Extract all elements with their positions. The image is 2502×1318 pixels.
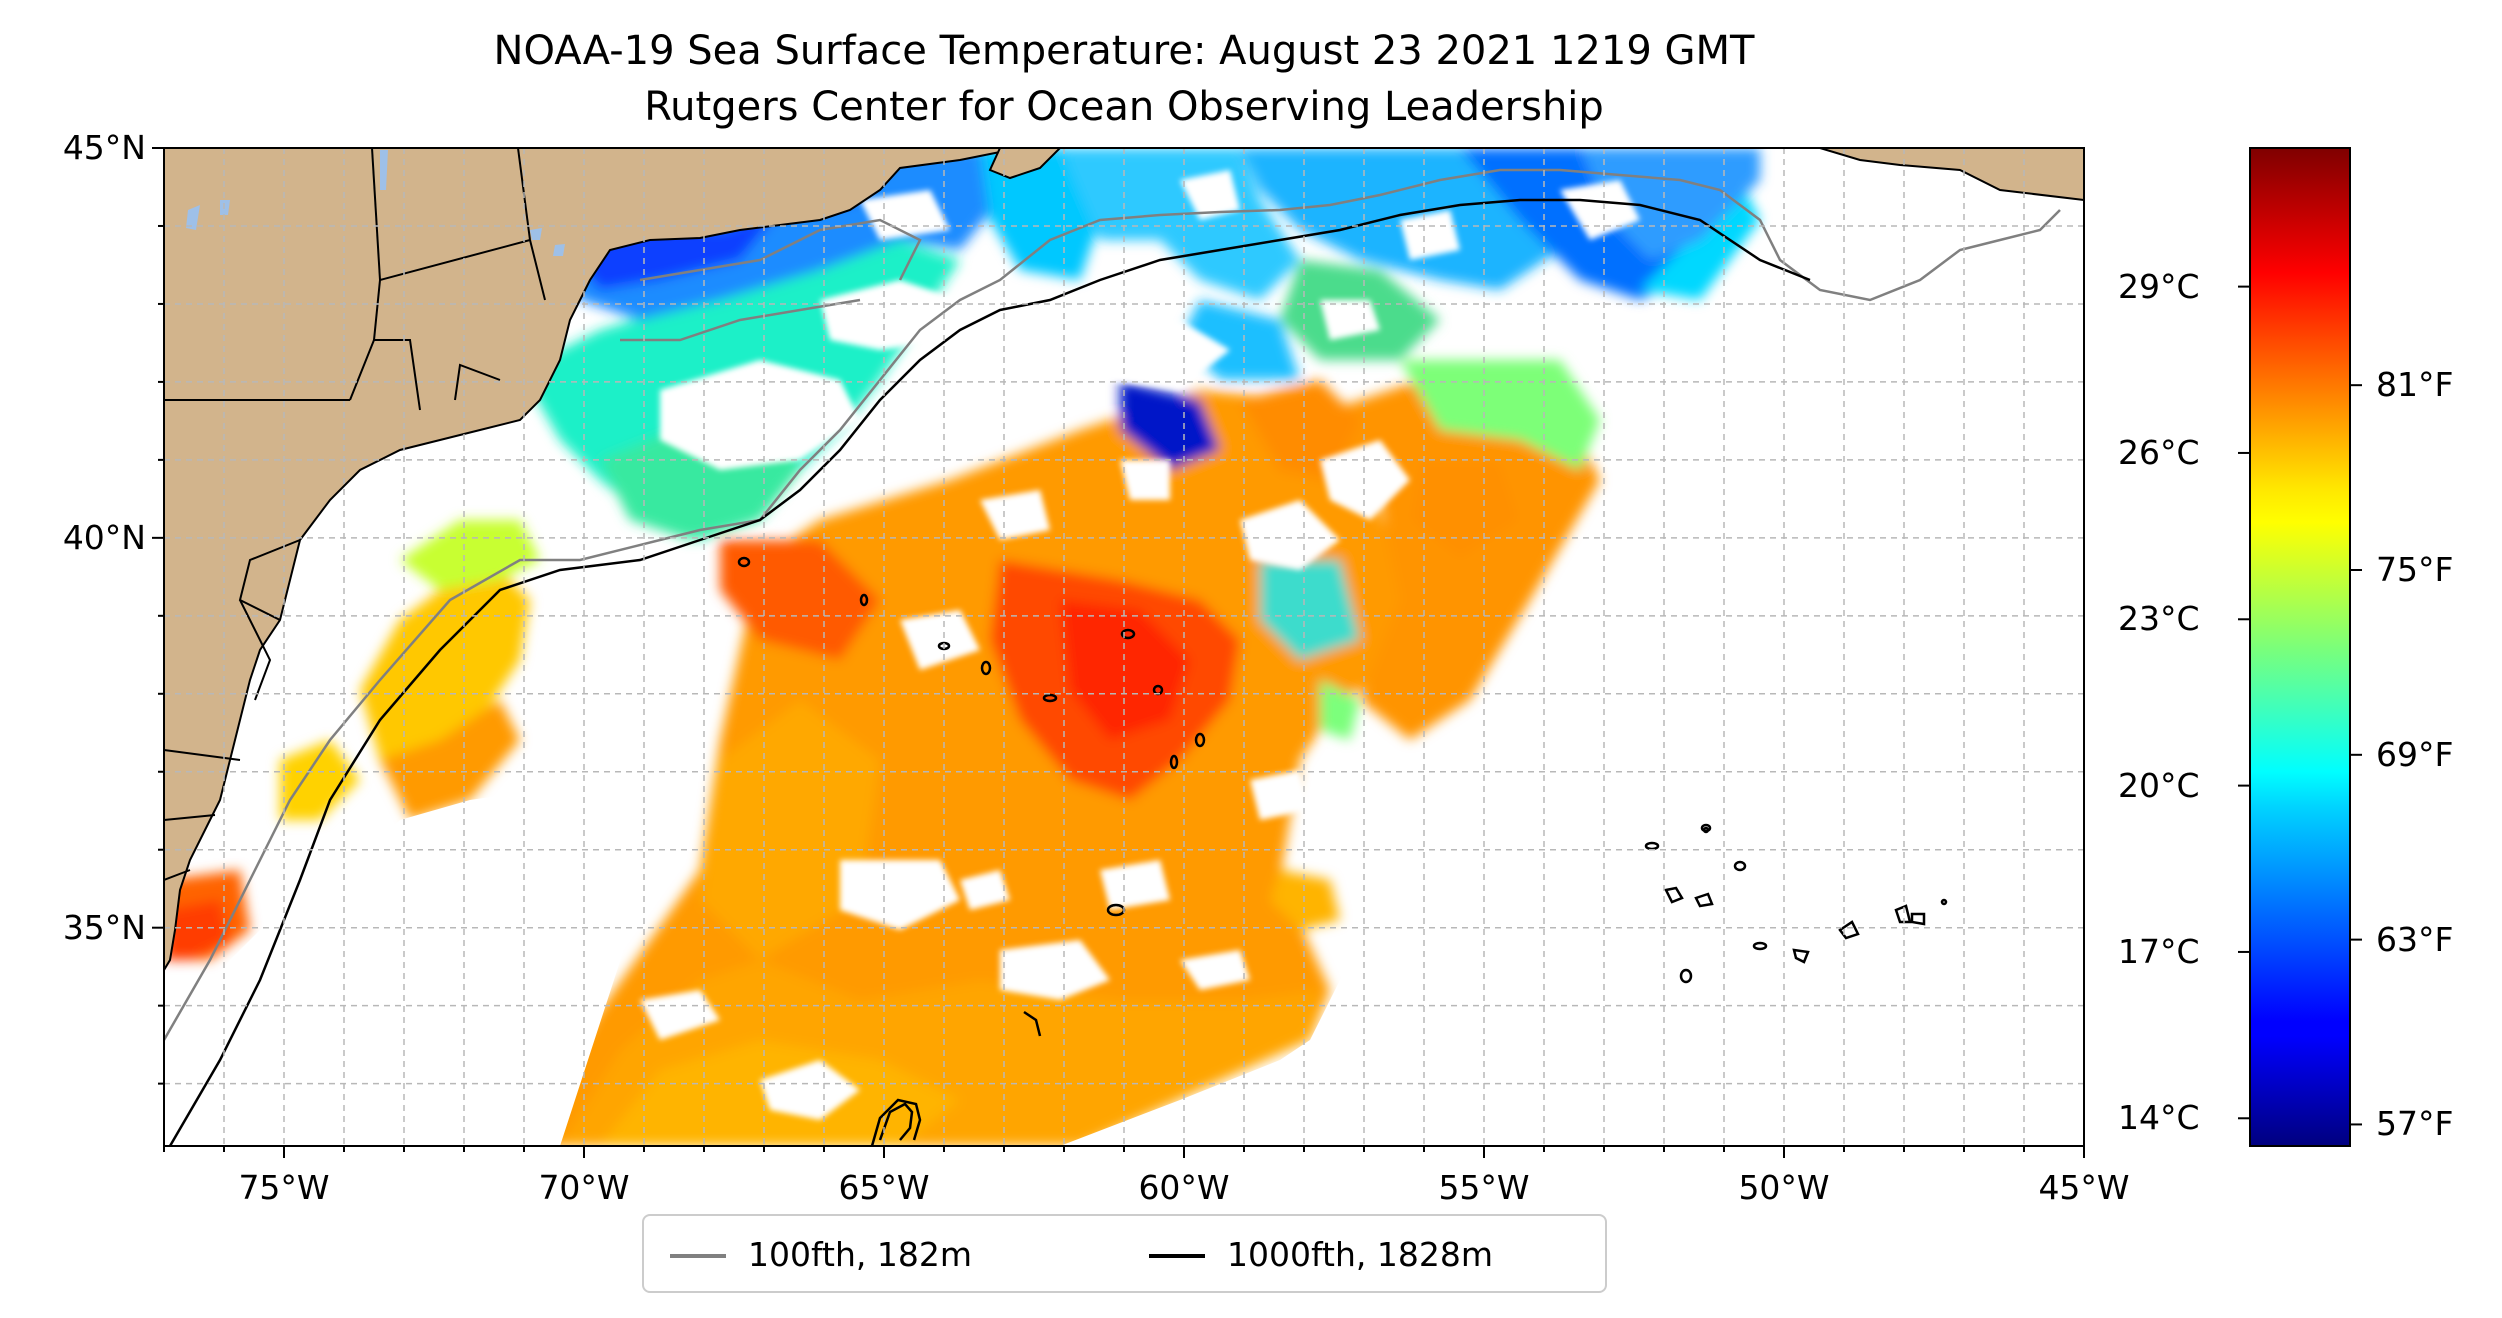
fahrenheit-tick-label: 75°F [2376,549,2454,589]
lon-tick-label: 70°W [538,1168,630,1207]
lon-tick-label: 50°W [1738,1168,1830,1207]
legend-label-1000fth: 1000fth, 1828m [1227,1235,1493,1274]
fahrenheit-tick-label: 81°F [2376,365,2454,405]
celsius-tick-label: 14°C [2118,1098,2200,1138]
lat-tick-label: 45°N [62,128,146,167]
lat-tick-label: 40°N [62,517,146,557]
celsius-tick-label: 29°C [2118,266,2200,306]
legend: 100fth, 182m 1000fth, 1828m [642,1214,1607,1293]
lakes [186,150,565,256]
legend-line-1000fth [1149,1254,1205,1258]
fahrenheit-tick-label: 63°F [2376,919,2454,959]
gridlines [164,148,2084,1146]
celsius-tick-label: 20°C [2118,765,2200,805]
cloud-gaps [640,170,1640,1120]
map-title: NOAA-19 Sea Surface Temperature: August … [493,28,1755,74]
fahrenheit-tick-label: 69°F [2376,734,2454,774]
map-subtitle: Rutgers Center for Ocean Observing Leade… [644,84,1604,130]
lon-tick-label: 55°W [1438,1168,1530,1207]
legend-line-100fth [670,1254,726,1258]
lon-tick-label: 60°W [1138,1168,1230,1207]
lon-tick-label: 45°W [2038,1168,2130,1207]
celsius-tick-label: 26°C [2118,432,2200,472]
colorbar-frame [2249,147,2351,1147]
celsius-tick-label: 17°C [2118,931,2200,971]
map-ticks [152,147,2085,1158]
fahrenheit-tick-label: 57°F [2376,1104,2454,1144]
lat-tick-label: 35°N [62,907,146,947]
state-borders [164,148,546,881]
outside-swath [164,148,2084,1146]
legend-label-100fth: 100fth, 182m [748,1235,972,1274]
celsius-tick-label: 23°C [2118,599,2200,639]
lon-tick-label: 75°W [238,1168,330,1207]
land [164,148,2084,972]
colorbar-gradient [2250,148,2350,1146]
contour-1000fth [168,198,1811,1146]
lon-tick-label: 65°W [838,1168,930,1207]
colorbar-ticks [2238,285,2362,1126]
